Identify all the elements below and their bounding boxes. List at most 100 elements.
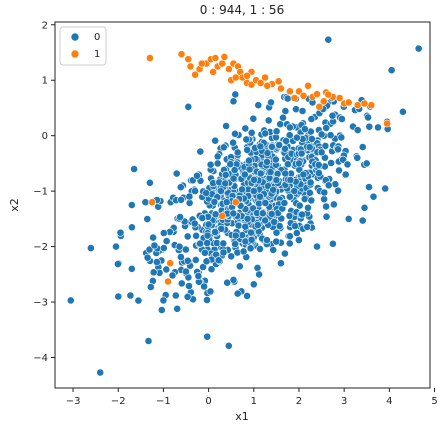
data-point-series-0 bbox=[255, 199, 263, 208]
y-tick-label: 0 bbox=[42, 131, 48, 142]
data-point-series-0 bbox=[285, 192, 294, 201]
data-point-series-0 bbox=[203, 239, 212, 247]
data-point-series-0 bbox=[272, 228, 281, 237]
data-point-series-1 bbox=[263, 81, 272, 90]
data-point-series-1 bbox=[218, 59, 227, 68]
data-point-series-0 bbox=[173, 304, 182, 313]
data-point-series-0 bbox=[337, 115, 346, 123]
data-point-series-0 bbox=[270, 217, 278, 226]
data-point-series-0 bbox=[247, 235, 256, 244]
plot-frame bbox=[54, 21, 431, 389]
data-point-series-0 bbox=[177, 195, 185, 204]
data-point-series-0 bbox=[211, 210, 220, 219]
data-point-series-1 bbox=[285, 87, 294, 96]
data-point-series-0 bbox=[272, 237, 281, 246]
data-point-series-0 bbox=[191, 187, 199, 195]
data-point-series-0 bbox=[266, 168, 275, 176]
data-point-series-0 bbox=[233, 148, 242, 157]
data-point-series-0 bbox=[222, 122, 230, 130]
data-point-series-0 bbox=[184, 102, 193, 111]
data-point-series-0 bbox=[219, 248, 228, 257]
data-point-series-0 bbox=[198, 214, 207, 222]
data-point-series-0 bbox=[295, 159, 303, 168]
data-point-series-0 bbox=[219, 239, 228, 248]
data-point-series-0 bbox=[182, 267, 190, 276]
data-point-series-0 bbox=[183, 292, 192, 301]
data-point-series-0 bbox=[286, 176, 295, 184]
data-point-series-0 bbox=[360, 203, 369, 212]
data-point-series-0 bbox=[249, 280, 258, 289]
data-point-series-0 bbox=[249, 114, 258, 123]
data-point-series-0 bbox=[203, 296, 211, 304]
data-point-series-0 bbox=[282, 136, 290, 145]
data-point-series-0 bbox=[261, 199, 270, 207]
data-point-series-0 bbox=[285, 131, 294, 140]
data-point-series-0 bbox=[200, 248, 209, 257]
data-point-series-0 bbox=[152, 258, 161, 266]
data-point-series-0 bbox=[212, 239, 221, 247]
y-tick-label: −2 bbox=[33, 242, 48, 253]
data-point-series-0 bbox=[292, 105, 300, 114]
data-point-series-1 bbox=[166, 259, 175, 268]
data-point-series-1 bbox=[218, 212, 227, 220]
data-point-series-0 bbox=[269, 185, 278, 194]
data-point-series-0 bbox=[281, 107, 290, 115]
data-point-series-1 bbox=[360, 99, 369, 108]
x-tick-label: −1 bbox=[156, 396, 171, 407]
data-point-series-1 bbox=[353, 101, 362, 110]
data-point-series-0 bbox=[231, 231, 240, 240]
data-point-series-0 bbox=[285, 239, 294, 248]
data-point-series-1 bbox=[148, 198, 156, 207]
data-point-series-0 bbox=[159, 244, 168, 252]
data-point-series-1 bbox=[177, 50, 186, 59]
data-point-series-0 bbox=[267, 142, 276, 151]
data-point-series-0 bbox=[271, 155, 280, 164]
data-point-series-0 bbox=[322, 202, 330, 211]
data-point-series-0 bbox=[222, 198, 231, 207]
data-point-series-0 bbox=[275, 141, 284, 149]
data-point-series-0 bbox=[203, 231, 212, 240]
data-point-series-0 bbox=[261, 129, 270, 138]
data-point-series-0 bbox=[183, 256, 192, 265]
data-point-series-0 bbox=[280, 249, 289, 258]
data-point-series-0 bbox=[157, 306, 166, 314]
data-point-series-0 bbox=[162, 265, 171, 274]
data-point-series-0 bbox=[162, 237, 171, 245]
data-point-series-0 bbox=[116, 228, 125, 237]
data-point-series-0 bbox=[241, 222, 250, 231]
legend: 0 1 bbox=[59, 26, 107, 66]
data-point-series-0 bbox=[149, 233, 157, 242]
data-point-series-0 bbox=[219, 143, 228, 152]
data-point-series-0 bbox=[307, 115, 316, 123]
data-point-series-0 bbox=[272, 127, 281, 136]
data-point-series-0 bbox=[298, 107, 307, 115]
data-point-series-1 bbox=[211, 54, 220, 62]
data-point-series-0 bbox=[305, 143, 314, 152]
data-point-series-0 bbox=[365, 122, 374, 131]
data-point-series-0 bbox=[224, 341, 233, 350]
data-point-series-1 bbox=[319, 97, 328, 106]
data-point-series-0 bbox=[245, 156, 253, 165]
data-point-series-0 bbox=[183, 232, 192, 241]
data-point-series-0 bbox=[243, 145, 252, 154]
y-axis-title: x2 bbox=[8, 198, 21, 212]
data-point-series-0 bbox=[87, 244, 95, 252]
data-point-series-0 bbox=[185, 192, 194, 201]
data-point-series-0 bbox=[256, 192, 264, 201]
data-point-series-1 bbox=[191, 70, 199, 79]
y-tick-label: −1 bbox=[33, 187, 48, 198]
data-point-series-0 bbox=[303, 222, 312, 231]
data-point-series-0 bbox=[144, 337, 153, 345]
data-point-series-0 bbox=[285, 232, 294, 241]
data-point-series-0 bbox=[353, 153, 362, 162]
data-point-series-0 bbox=[314, 169, 323, 177]
x-axis-title: x1 bbox=[235, 410, 249, 423]
data-point-series-0 bbox=[206, 160, 215, 169]
data-point-series-0 bbox=[229, 138, 237, 147]
data-point-series-0 bbox=[304, 203, 312, 212]
data-point-series-0 bbox=[190, 219, 199, 228]
data-point-series-0 bbox=[337, 133, 346, 142]
data-point-series-0 bbox=[114, 292, 123, 301]
data-point-series-0 bbox=[294, 236, 303, 244]
data-point-series-0 bbox=[229, 174, 238, 183]
